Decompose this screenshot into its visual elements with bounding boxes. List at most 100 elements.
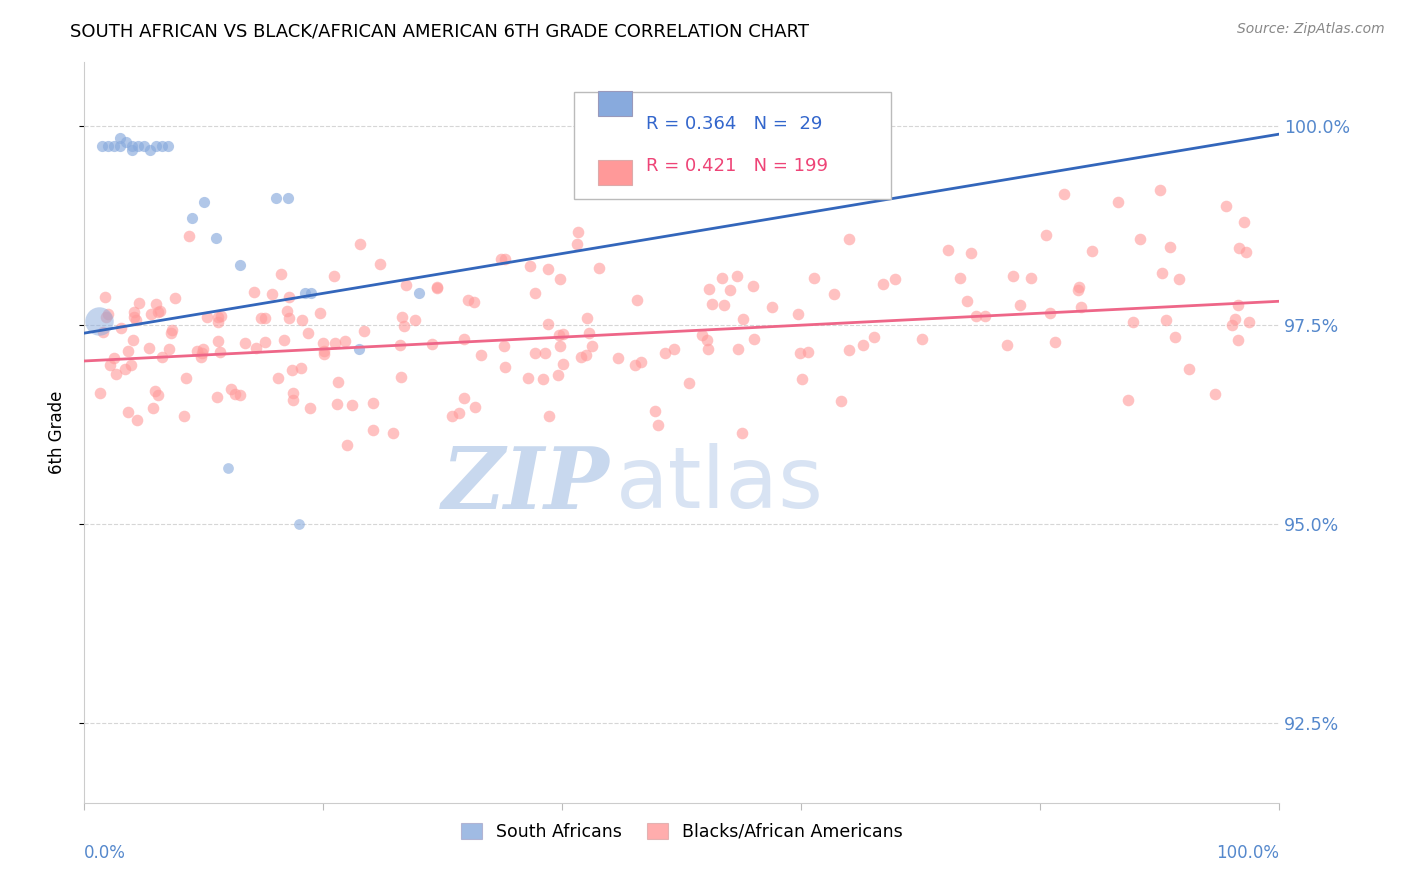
Point xyxy=(173,409,195,423)
Point xyxy=(297,326,319,341)
Point xyxy=(678,376,700,391)
Point xyxy=(872,277,894,291)
Point xyxy=(838,232,860,246)
Point xyxy=(463,294,485,309)
Point xyxy=(205,230,228,244)
Point xyxy=(581,339,603,353)
Point xyxy=(117,405,139,419)
Point xyxy=(340,398,363,412)
Point xyxy=(120,358,142,372)
Point xyxy=(273,333,295,347)
Point xyxy=(91,139,114,153)
Text: SOUTH AFRICAN VS BLACK/AFRICAN AMERICAN 6TH GRADE CORRELATION CHART: SOUTH AFRICAN VS BLACK/AFRICAN AMERICAN … xyxy=(70,22,810,40)
Point xyxy=(1010,298,1032,312)
Point xyxy=(731,425,754,440)
Point xyxy=(949,271,972,285)
Point xyxy=(114,362,136,376)
Point xyxy=(281,363,304,377)
Point xyxy=(786,307,808,321)
Text: atlas: atlas xyxy=(616,443,824,526)
Text: R = 0.421   N = 199: R = 0.421 N = 199 xyxy=(647,157,828,175)
Point xyxy=(575,348,598,362)
Point xyxy=(531,372,554,386)
Point xyxy=(1154,313,1177,327)
Point xyxy=(426,280,449,294)
Point xyxy=(217,461,239,475)
Point xyxy=(186,344,208,359)
Point xyxy=(1152,266,1174,280)
Point xyxy=(177,229,200,244)
Text: R = 0.364   N =  29: R = 0.364 N = 29 xyxy=(647,115,823,133)
Point xyxy=(122,310,145,325)
Point xyxy=(1149,183,1171,197)
Point xyxy=(1220,318,1243,332)
Y-axis label: 6th Grade: 6th Grade xyxy=(48,391,66,475)
Point xyxy=(1223,311,1246,326)
Point xyxy=(567,236,589,251)
Point xyxy=(312,343,335,358)
Point xyxy=(742,332,765,346)
Point xyxy=(283,385,305,400)
Point xyxy=(578,326,600,340)
Point xyxy=(537,262,560,277)
Point xyxy=(727,342,749,356)
Point xyxy=(89,386,111,401)
Point xyxy=(97,139,120,153)
Point xyxy=(959,246,981,260)
Point xyxy=(224,387,246,401)
Point xyxy=(965,309,987,323)
Point xyxy=(267,370,290,384)
Point xyxy=(105,368,128,382)
Point xyxy=(696,334,718,348)
Point xyxy=(191,342,214,356)
Point xyxy=(523,285,546,300)
FancyBboxPatch shape xyxy=(599,91,631,116)
Point xyxy=(363,396,385,410)
Point xyxy=(122,333,145,347)
Point xyxy=(150,139,173,153)
Point xyxy=(152,350,174,364)
Point xyxy=(207,310,229,325)
Point xyxy=(349,237,371,252)
Point xyxy=(995,337,1018,351)
Point xyxy=(361,423,384,437)
Point xyxy=(606,351,628,365)
Point xyxy=(276,304,298,318)
Point xyxy=(294,286,316,301)
Point xyxy=(830,394,852,409)
Point xyxy=(1043,334,1066,349)
Point xyxy=(145,297,167,311)
Point xyxy=(125,413,148,427)
Point xyxy=(470,348,492,362)
Point xyxy=(326,375,349,389)
Point xyxy=(690,327,713,342)
Point xyxy=(127,139,149,153)
Point xyxy=(208,345,231,359)
Point xyxy=(1019,271,1042,285)
Legend: South Africans, Blacks/African Americans: South Africans, Blacks/African Americans xyxy=(453,814,911,850)
Point xyxy=(190,350,212,364)
Point xyxy=(1067,283,1090,297)
Point xyxy=(121,143,143,157)
Point xyxy=(644,404,666,418)
Point xyxy=(626,293,648,307)
Point xyxy=(110,139,132,153)
Point xyxy=(1107,194,1129,209)
Point xyxy=(349,342,371,356)
Point xyxy=(537,409,560,423)
Point xyxy=(103,139,125,153)
Point xyxy=(323,269,346,284)
Point xyxy=(298,401,321,415)
Point xyxy=(1035,228,1057,243)
Point xyxy=(115,135,138,149)
Point xyxy=(1116,393,1139,408)
Point xyxy=(326,397,349,411)
Point xyxy=(741,279,763,293)
Point xyxy=(453,391,475,405)
Point xyxy=(146,388,169,402)
Point xyxy=(838,343,860,357)
Point xyxy=(797,345,820,359)
Point xyxy=(125,313,148,327)
Point xyxy=(440,409,463,423)
Point xyxy=(139,143,162,157)
